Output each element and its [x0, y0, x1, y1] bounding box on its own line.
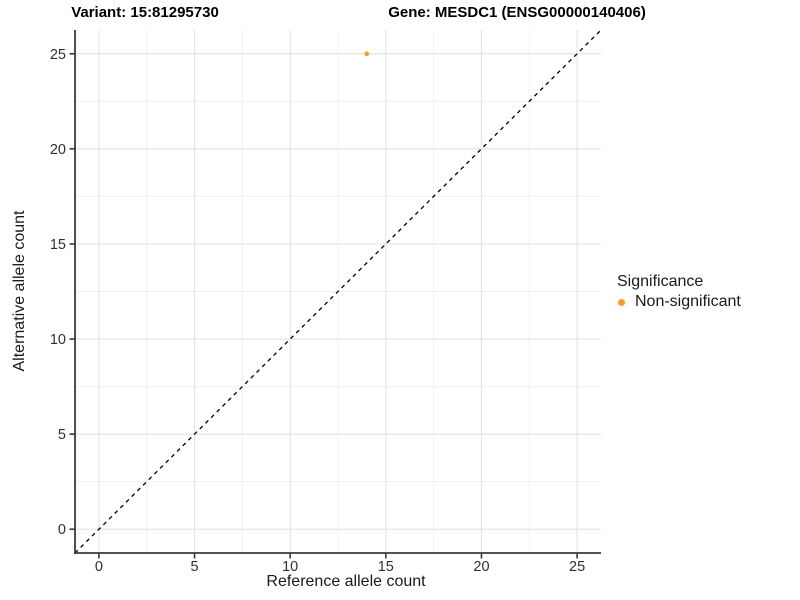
x-tick-label: 25 — [569, 559, 585, 575]
legend-item-label: Non-significant — [635, 293, 741, 310]
x-tick-label: 10 — [282, 559, 298, 575]
legend-title: Significance — [617, 273, 704, 290]
y-tick-label: 25 — [50, 47, 66, 63]
y-tick-label: 5 — [58, 427, 66, 443]
x-tick-label: 15 — [378, 559, 394, 575]
x-tick-label: 5 — [191, 559, 199, 575]
y-tick-label: 10 — [50, 332, 66, 348]
y-tick-label: 0 — [58, 522, 66, 538]
identity-line — [74, 29, 602, 554]
legend-item-non-significant: Non-significant — [612, 292, 741, 312]
legend-point-icon — [618, 298, 625, 306]
y-axis-title: Alternative allele count — [11, 210, 28, 372]
x-axis-title: Reference allele count — [266, 573, 426, 590]
gene-title: Gene: MESDC1 (ENSG00000140406) — [388, 4, 646, 21]
variant-title: Variant: 15:81295730 — [71, 4, 219, 21]
y-tick-label: 20 — [50, 142, 66, 158]
data-point — [364, 51, 370, 57]
x-tick-label: 0 — [95, 559, 103, 575]
x-tick-label: 20 — [473, 559, 489, 575]
legend: Significance Non-significant — [612, 272, 741, 312]
y-tick-label: 15 — [50, 237, 66, 253]
